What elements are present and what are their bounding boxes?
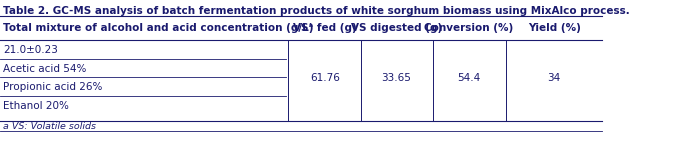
Text: Acetic acid 54%: Acetic acid 54% (3, 64, 86, 74)
Text: 33.65: 33.65 (382, 73, 412, 83)
Text: Table 2. GC-MS analysis of batch fermentation products of white sorghum biomass : Table 2. GC-MS analysis of batch ferment… (3, 6, 629, 16)
Text: Yield (%): Yield (%) (527, 23, 581, 33)
Text: Total mixture of alcohol and acid concentration (g/L): Total mixture of alcohol and acid concen… (3, 23, 314, 33)
Text: Propionic acid 26%: Propionic acid 26% (3, 82, 103, 92)
Text: 34: 34 (548, 73, 561, 83)
Text: 61.76: 61.76 (310, 73, 340, 83)
Text: Conversion (%): Conversion (%) (424, 23, 514, 33)
Text: 21.0±0.23: 21.0±0.23 (3, 45, 58, 55)
Text: a VS: Volatile solids: a VS: Volatile solids (3, 122, 96, 131)
Text: 54.4: 54.4 (457, 73, 480, 83)
Text: VSᵃ fed (g): VSᵃ fed (g) (294, 23, 357, 33)
Text: Ethanol 20%: Ethanol 20% (3, 101, 69, 111)
Text: VS digested (g): VS digested (g) (350, 23, 442, 33)
